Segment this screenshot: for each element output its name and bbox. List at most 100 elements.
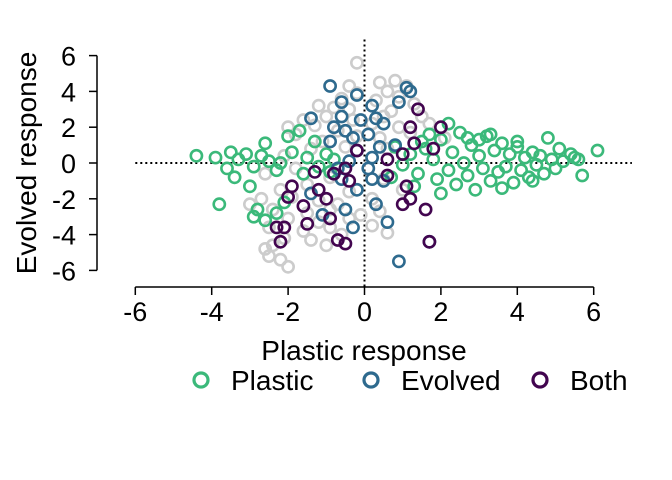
data-point: [525, 173, 540, 188]
data-point: [575, 168, 590, 183]
data-point: [365, 218, 379, 233]
data-point: [441, 116, 456, 131]
x-axis: -6 -4 -2 0 2 4 6: [123, 286, 601, 327]
data-point: [422, 234, 437, 249]
data-point: [369, 197, 383, 212]
legend-label: Both: [570, 365, 628, 396]
legend-swatch: [362, 371, 380, 389]
data-point: [284, 145, 299, 160]
data-point: [304, 186, 318, 201]
data-point: [391, 254, 406, 269]
x-tick-label: 0: [357, 297, 372, 327]
data-point: [502, 147, 517, 161]
data-point: [307, 164, 322, 179]
data-point: [319, 109, 334, 124]
data-point: [391, 120, 406, 135]
data-point: [487, 143, 502, 158]
y-tick-label: -6: [52, 256, 76, 286]
data-point: [346, 130, 360, 145]
data-point: [338, 202, 353, 217]
y-tick-label: 2: [61, 113, 76, 143]
data-point: [380, 168, 395, 183]
legend-item-evolved: Evolved: [362, 365, 501, 396]
data-point: [273, 156, 288, 170]
data-point: [296, 199, 311, 213]
data-point: [292, 123, 307, 138]
data-point: [223, 145, 238, 160]
data-point: [365, 172, 379, 186]
data-point: [307, 134, 322, 149]
data-point: [246, 209, 261, 224]
data-point: [330, 233, 345, 247]
data-point: [326, 166, 341, 181]
data-point: [483, 127, 498, 142]
data-point: [571, 152, 586, 167]
data-point: [307, 118, 322, 133]
data-point: [445, 145, 460, 160]
data-point: [525, 145, 540, 160]
x-tick-label: -4: [200, 297, 224, 327]
data-point: [311, 98, 326, 113]
data-point: [273, 234, 288, 249]
data-point: [246, 159, 261, 174]
data-point: [212, 197, 227, 212]
data-point: [411, 102, 425, 117]
data-point: [334, 109, 349, 124]
data-point: [403, 120, 418, 135]
data-point: [315, 134, 330, 149]
data-point: [372, 204, 387, 219]
data-point: [483, 173, 498, 188]
legend-label: Evolved: [401, 365, 501, 396]
data-point: [495, 136, 509, 151]
data-point: [269, 163, 284, 178]
data-point: [506, 175, 521, 190]
data-point: [208, 150, 223, 165]
data-point: [365, 98, 379, 113]
data-point: [242, 179, 257, 194]
data-point: [433, 120, 448, 135]
y-tick-label: 0: [61, 149, 76, 179]
data-point: [433, 186, 448, 201]
data-point: [281, 190, 295, 204]
data-point: [338, 123, 353, 138]
both-series: [269, 102, 448, 251]
data-point: [468, 182, 483, 197]
x-axis-title: Plastic response: [261, 335, 466, 366]
data-point: [472, 132, 486, 147]
data-point: [296, 224, 311, 238]
legend-swatch: [192, 371, 210, 389]
data-point: [265, 202, 280, 217]
data-point: [533, 148, 548, 163]
data-point: [323, 79, 337, 93]
data-point: [338, 236, 353, 251]
data-point: [338, 139, 353, 154]
data-point: [220, 161, 234, 176]
x-tick-label: -2: [276, 297, 300, 327]
data-point: [323, 220, 337, 235]
data-point: [426, 141, 441, 156]
data-point: [414, 134, 429, 149]
data-point: [349, 88, 364, 102]
data-point: [380, 152, 395, 167]
data-point: [258, 136, 273, 151]
legend-item-both: Both: [531, 365, 628, 396]
x-tick-label: -6: [123, 297, 147, 327]
data-point: [475, 161, 490, 176]
data-point: [342, 173, 357, 188]
data-point: [319, 238, 334, 253]
data-point: [262, 249, 276, 263]
data-point: [552, 141, 567, 156]
data-point: [323, 211, 337, 226]
data-point: [388, 73, 402, 88]
data-point: [277, 220, 292, 235]
data-point: [326, 120, 341, 135]
data-point: [304, 233, 318, 247]
data-point: [300, 216, 315, 231]
data-point: [258, 241, 273, 256]
data-point: [380, 84, 395, 99]
data-point: [548, 161, 563, 176]
data-point: [430, 172, 444, 186]
data-point: [300, 150, 315, 165]
y-tick-label: 6: [61, 42, 76, 72]
data-point: [315, 207, 330, 222]
